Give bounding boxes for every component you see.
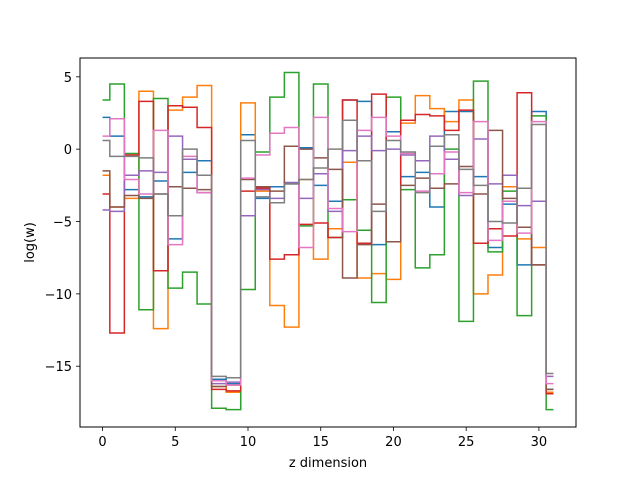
x-axis: 0 5 10 15 20 25 30 (98, 427, 547, 450)
x-tick-label: 5 (171, 435, 179, 450)
x-tick-label: 0 (98, 435, 106, 450)
plot-frame (79, 57, 577, 428)
y-axis-label: log(w) (23, 222, 38, 263)
x-tick-label: 10 (240, 435, 257, 450)
series-layer (102, 71, 554, 411)
x-tick-label: 30 (531, 435, 548, 450)
x-tick-label: 25 (458, 435, 475, 450)
x-tick-label: 20 (385, 435, 402, 450)
x-tick-label: 15 (312, 435, 329, 450)
y-tick-label: −10 (45, 288, 72, 303)
series-line-4 (102, 91, 554, 395)
series-line-2 (102, 84, 554, 394)
y-tick-label: −5 (53, 216, 72, 231)
y-tick-label: 0 (64, 143, 72, 158)
y-axis: −15 −10 −5 0 5 (45, 71, 80, 375)
y-tick-label: 5 (64, 71, 72, 86)
y-tick-label: −15 (45, 360, 72, 375)
x-axis-label: z dimension (289, 456, 367, 471)
series-line-8 (102, 119, 554, 379)
